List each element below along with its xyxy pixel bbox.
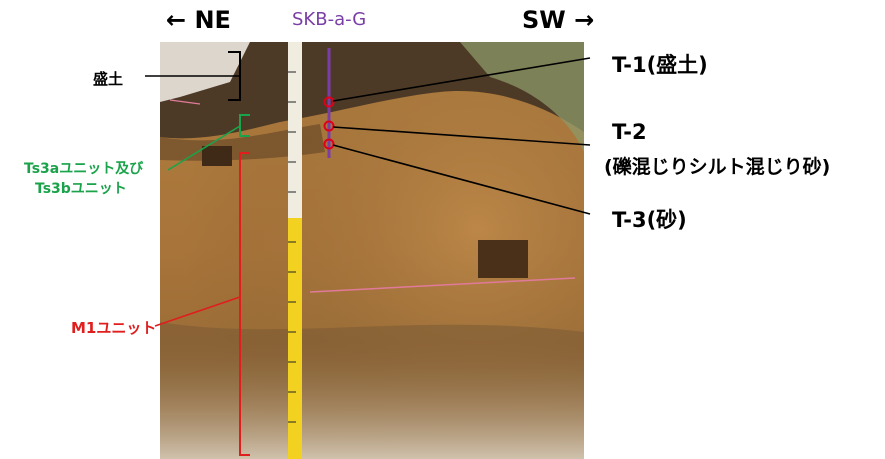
m1-leader bbox=[154, 296, 241, 327]
ts3-leader bbox=[167, 125, 241, 171]
sample-label-t2: T-2 bbox=[612, 120, 647, 144]
leader-t3 bbox=[332, 144, 591, 215]
unit-label-ts3-line1: Ts3aユニット及び bbox=[24, 161, 144, 177]
unit-label-ts3-line2: Ts3bユニット bbox=[35, 181, 127, 197]
trench-wall-photo bbox=[160, 42, 584, 459]
m1-bracket bbox=[239, 152, 250, 456]
sample-label-t2-desc: (礫混じりシルト混じり砂) bbox=[604, 156, 831, 178]
sample-marker-t1 bbox=[323, 96, 335, 108]
sample-marker-t2 bbox=[323, 120, 335, 132]
ts3-bracket bbox=[239, 114, 250, 137]
leader-t1 bbox=[332, 57, 591, 102]
section-label: SKB-a-G bbox=[292, 9, 367, 30]
direction-ne-label: ← NE bbox=[166, 6, 231, 34]
sample-marker-t3 bbox=[323, 138, 335, 150]
sample-label-t1: T-1(盛土) bbox=[612, 53, 708, 77]
leader-t2 bbox=[332, 126, 591, 146]
unit-label-m1: M1ユニット bbox=[71, 319, 157, 337]
unit-label-fill: 盛土 bbox=[93, 70, 124, 88]
sample-label-t3: T-3(砂) bbox=[612, 208, 687, 232]
direction-sw-label: SW → bbox=[522, 6, 595, 34]
